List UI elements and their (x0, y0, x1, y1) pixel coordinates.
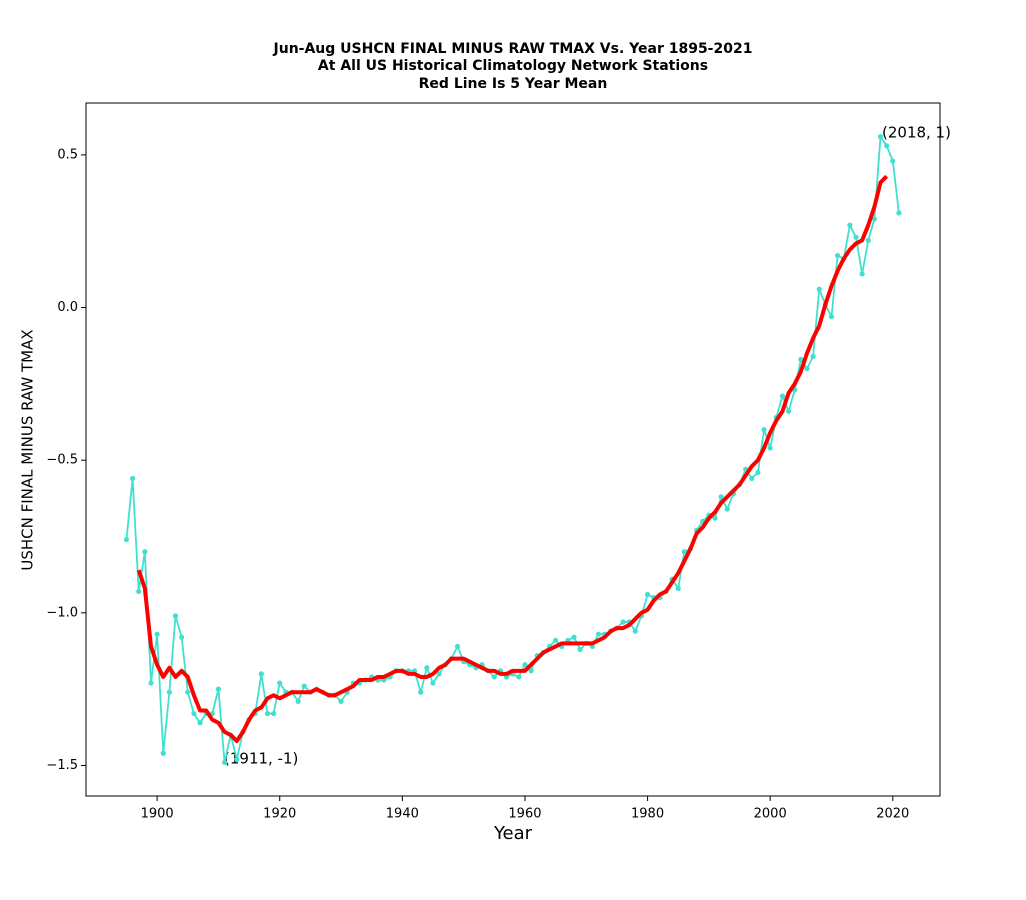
data-point (430, 680, 436, 686)
x-tick-label: 1980 (631, 807, 664, 822)
annotation: (1911, -1) (224, 750, 298, 768)
data-point (424, 665, 430, 671)
data-point (681, 549, 687, 555)
data-point (718, 494, 724, 500)
data-point (277, 680, 283, 686)
plot-frame (85, 102, 941, 797)
x-axis-label: Year (493, 823, 533, 844)
data-point (712, 515, 718, 521)
data-point (142, 549, 148, 555)
data-point (884, 143, 890, 149)
data-point (810, 353, 816, 359)
data-point (185, 689, 191, 695)
data-point (675, 585, 681, 592)
data-point (522, 662, 528, 668)
data-point (871, 216, 878, 222)
chart-title: Red Line Is 5 Year Mean (419, 76, 608, 92)
data-point (644, 591, 651, 598)
data-point (301, 683, 307, 689)
data-point (779, 393, 786, 399)
data-point (148, 680, 154, 686)
data-point (835, 253, 841, 259)
data-point (166, 689, 172, 695)
x-tick-label: 1900 (141, 807, 174, 822)
data-point (816, 286, 822, 292)
data-point (620, 619, 626, 625)
data-point (632, 628, 638, 634)
data-point (847, 222, 853, 228)
data-point (454, 643, 461, 650)
data-point (553, 637, 559, 643)
data-point (136, 588, 142, 595)
y-tick-label: 0.0 (57, 300, 78, 315)
data-point (571, 634, 577, 640)
chart-title: Jun-Aug USHCN FINAL MINUS RAW TMAX Vs. Y… (273, 41, 753, 57)
x-tick-label: 2020 (876, 807, 909, 822)
x-tick-label: 2000 (754, 807, 787, 822)
data-point (191, 710, 197, 717)
y-tick-label: −1.5 (46, 758, 78, 773)
data-point (270, 710, 277, 717)
data-point (865, 237, 871, 243)
data-point (755, 469, 761, 475)
data-point (129, 475, 136, 482)
y-tick-label: 0.5 (57, 147, 78, 162)
data-point (804, 365, 810, 372)
data-point (828, 314, 835, 320)
y-tick-label: −0.5 (46, 453, 78, 468)
data-point (418, 689, 424, 695)
data-point (160, 750, 166, 756)
data-point (264, 710, 271, 717)
data-point (258, 671, 264, 677)
data-point (215, 686, 222, 692)
data-point (123, 536, 130, 543)
data-point (528, 668, 534, 674)
series-line (136, 174, 889, 744)
y-tick-label: −1.0 (46, 605, 78, 620)
data-point (749, 475, 755, 482)
data-point (577, 646, 583, 653)
data-point (234, 756, 240, 762)
data-point (516, 674, 522, 680)
data-point (798, 356, 804, 363)
data-point (877, 133, 884, 140)
data-point (896, 210, 902, 216)
data-point (154, 631, 160, 637)
data-point (859, 271, 865, 277)
data-point (221, 759, 228, 766)
data-point (761, 427, 767, 433)
data-point (179, 634, 185, 640)
series-line (125, 135, 900, 764)
data-point (767, 445, 773, 451)
data-point (172, 613, 179, 619)
data-point (595, 631, 602, 637)
y-axis-label: USHCN FINAL MINUS RAW TMAX (19, 329, 37, 570)
data-point (785, 408, 792, 414)
data-point (338, 698, 344, 704)
data-point (436, 671, 442, 677)
data-point (197, 720, 203, 726)
annotation: (2018, 1) (882, 124, 951, 142)
x-tick-label: 1920 (263, 807, 296, 822)
data-point (491, 674, 497, 680)
chart-title: At All US Historical Climatology Network… (318, 58, 708, 74)
data-point (853, 234, 859, 240)
data-point (890, 158, 896, 164)
x-tick-label: 1940 (386, 807, 419, 822)
data-point (724, 506, 730, 512)
x-tick-label: 1960 (508, 807, 541, 822)
data-point (295, 698, 301, 704)
